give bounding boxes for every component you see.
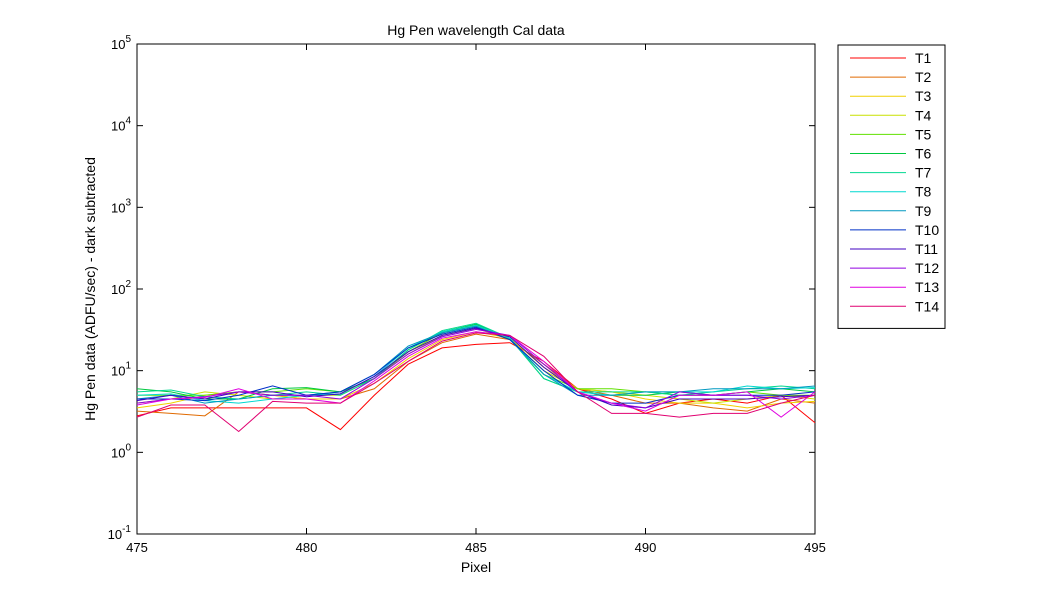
legend-label: T4 [915,107,932,123]
legend-label: T5 [915,126,932,142]
legend-box [837,44,946,329]
y-tick-label: 104 [111,116,131,134]
x-axis-label: Pixel [461,559,491,575]
legend-label: T11 [915,241,938,257]
series-line [136,342,816,431]
legend-label: T9 [915,203,932,219]
x-tick-label: 490 [635,540,657,555]
legend-label: T13 [915,279,939,295]
legend-label: T10 [915,222,939,238]
series-line [136,325,816,404]
y-tick-label: 103 [111,197,131,215]
legend-label: T8 [915,184,932,200]
x-tick-label: 480 [296,540,318,555]
legend-label: T6 [915,146,932,162]
legend-label: T14 [915,298,939,314]
x-tick-label: 475 [126,540,148,555]
legend-label: T1 [915,50,932,66]
x-tick-label: 485 [465,540,487,555]
legend-label: T3 [915,88,932,104]
x-tick-label: 495 [804,540,826,555]
legend-label: T2 [915,69,932,85]
y-tick-label: 100 [111,442,131,460]
series-line [136,328,816,409]
y-tick-label: 101 [111,361,131,379]
series-line [136,331,816,418]
y-tick-label: 105 [111,34,131,52]
chart-title: Hg Pen wavelength Cal data [387,22,565,38]
series-line [136,332,816,433]
legend-label: T7 [915,165,932,181]
y-tick-label: 10-1 [108,524,132,542]
series-line [136,324,816,404]
legend-label: T12 [915,260,939,276]
y-axis-label: Hg Pen data (ADFU/sec) - dark subtracted [82,157,98,421]
y-tick-label: 102 [111,279,131,297]
